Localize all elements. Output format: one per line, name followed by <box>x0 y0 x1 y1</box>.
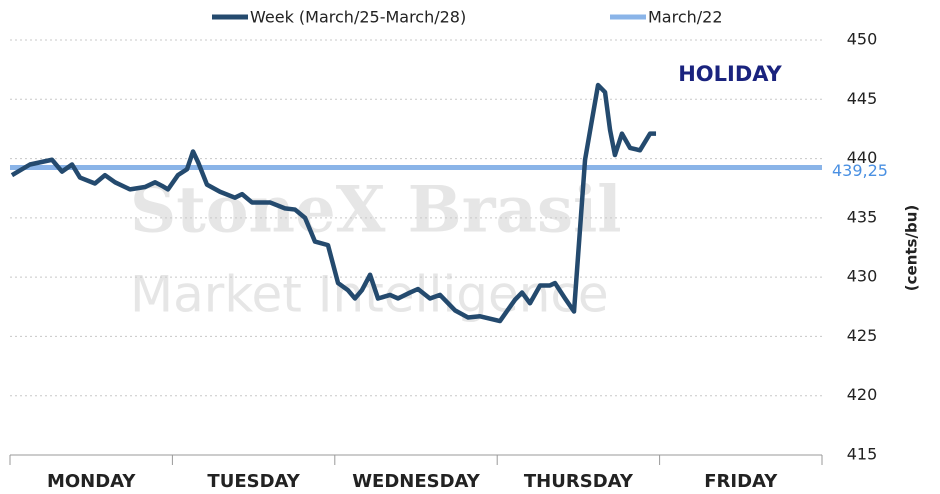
x-tick-label: TUESDAY <box>207 471 300 492</box>
y-tick-label: 420 <box>847 385 878 404</box>
y-tick-label: 435 <box>847 207 878 226</box>
reference-label: 439,25 <box>832 161 888 180</box>
x-tick-label: WEDNESDAY <box>352 471 481 492</box>
line <box>10 82 657 324</box>
x-tick-label: THURSDAY <box>524 471 634 492</box>
y-tick-label: 445 <box>847 89 878 108</box>
y-tick-label: 440 <box>847 148 878 167</box>
annotation: HOLIDAY <box>678 62 782 86</box>
y-tick-label: 425 <box>847 326 878 345</box>
y-tick-label: 415 <box>847 445 878 464</box>
legend-label: March/22 <box>648 8 723 27</box>
y-tick-label: 430 <box>847 267 878 286</box>
x-tick-label: FRIDAY <box>704 471 778 492</box>
watermark: StoneX Brasil <box>130 173 622 248</box>
y-axis-label: (cents/bu) <box>903 205 921 291</box>
x-tick-label: MONDAY <box>47 471 136 492</box>
y-tick-label: 450 <box>847 30 878 49</box>
legend-label: Week (March/25-March/28) <box>250 8 466 27</box>
